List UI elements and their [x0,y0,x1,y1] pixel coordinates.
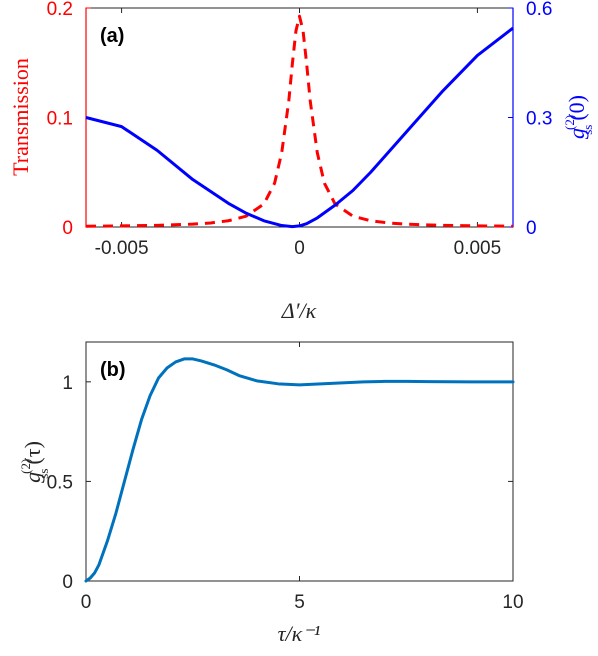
panel-a-g2-line [85,26,514,229]
panel-a-series [85,14,514,229]
panel-b-axes-frame [85,341,514,582]
panel-a: -0.005 0 0.005 0 0.1 0.2 0 0.3 0.6 (a) Δ′/κ Tr… [8,0,595,323]
panel-a-left-tick-label: 0.2 [47,0,73,20]
panel-b-tag: (b) [100,359,126,381]
panel-a-right-label-main: g [564,128,589,139]
panel-b: 0 5 10 00.51 (b) τ/κ⁻¹ g(2) ss(τ) [18,341,524,646]
panel-b-y-ticks: 00.51 [47,373,513,593]
panel-a-x-ticks: -0.005 0 0.005 [95,8,502,259]
panel-a-x-tick-label: -0.005 [95,238,149,259]
panel-a-right-axis-label: g(2) ss (0) [562,95,595,139]
panel-a-right-tick-label: 0 [526,218,537,239]
panel-a-right-label-sub: ss [580,125,595,135]
panel-a-left-tick-label: 0 [62,218,73,239]
panel-b-y-axis-label: g(2) ss (τ) [18,441,51,483]
panel-a-tag: (a) [100,25,124,47]
panel-b-x-tick-label: 5 [294,592,305,613]
panel-a-x-tick-label: 0 [294,238,305,259]
panel-b-y-label-main: g [20,472,45,483]
panel-b-x-axis-label: τ/κ⁻¹ [278,621,321,646]
panel-a-left-tick-label: 0.1 [47,109,73,130]
panel-a-left-axis-label: Transmission [8,58,33,176]
panel-a-axes-frame [85,7,514,228]
panel-b-y-label-arg: (τ) [20,441,45,465]
panel-b-x-tick-label: 10 [502,592,523,613]
panel-b-g2-tau-line [84,357,515,583]
panel-b-y-tick-label: 0.5 [47,472,73,493]
panel-a-right-tick-label: 0.3 [526,109,552,130]
panel-a-transmission-line [85,14,514,228]
panel-a-x-axis-label: Δ′/κ [281,298,317,323]
panel-b-y-tick-label: 0 [62,572,73,593]
panel-a-right-tick-label: 0.6 [526,0,552,20]
panel-a-x-tick-label: 0.005 [454,238,502,259]
panel-b-y-label-sup: (2) [18,459,33,474]
panel-b-y-tick-label: 1 [62,373,73,394]
panel-a-right-ticks: 0 0.3 0.6 [508,0,552,239]
panel-b-y-label-sub: ss [36,469,51,479]
panel-a-left-ticks: 0 0.1 0.2 [47,0,91,239]
panel-b-x-ticks: 0 5 10 [81,342,524,613]
panel-b-series [84,357,515,583]
panel-a-right-label-arg: (0) [564,95,589,121]
panel-a-right-label-sup: (2) [562,115,577,130]
panel-b-x-tick-label: 0 [81,592,92,613]
